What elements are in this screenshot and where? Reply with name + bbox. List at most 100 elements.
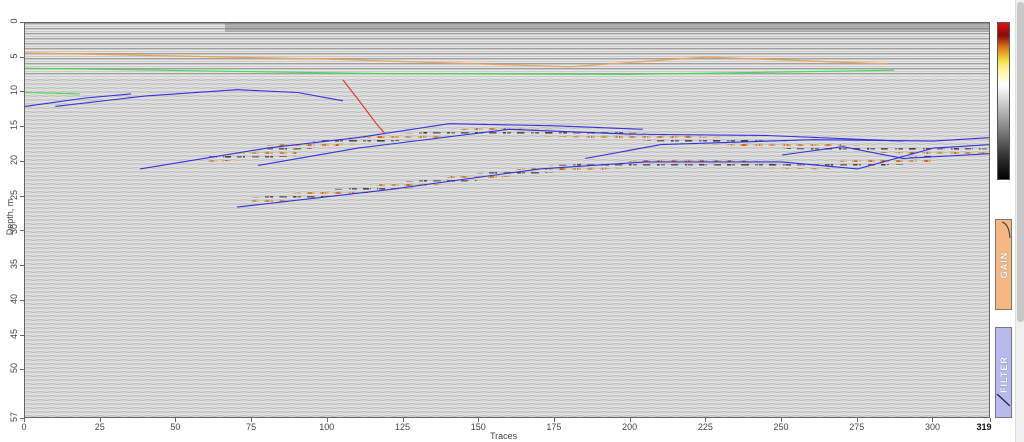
reflector-blob [404, 133, 413, 141]
reflector-blob [270, 150, 279, 158]
horizon-lines [25, 52, 990, 208]
fault-line[interactable] [342, 79, 386, 135]
horizon-line-blue[interactable] [55, 89, 344, 107]
x-tick-mark [24, 418, 25, 422]
reflector-blob [206, 155, 215, 163]
y-tick-mark [20, 369, 24, 371]
background-texture [25, 23, 989, 417]
horizon-line-blue[interactable] [782, 146, 990, 160]
radargram-plot[interactable] [24, 22, 990, 418]
reflector-blob [740, 139, 749, 147]
reflector-blob [497, 128, 506, 136]
reflector-blob [861, 145, 870, 153]
reflector-blob [215, 154, 224, 162]
horizon-line-blue[interactable] [258, 128, 904, 166]
reflector-blob [581, 130, 590, 138]
horizon-line-blue[interactable] [236, 144, 990, 208]
reflector-blob [823, 143, 832, 151]
y-tick-mark [20, 334, 24, 336]
reflector-blob [279, 149, 288, 157]
reflector-blob [349, 137, 358, 145]
reflector-blob [758, 140, 767, 148]
reflector-blob [944, 147, 953, 155]
y-tick-label: 35 [9, 259, 19, 270]
x-tick-label: 125 [395, 422, 411, 432]
x-tick-label: 50 [170, 422, 181, 432]
vertical-scrollbar[interactable] [1015, 0, 1024, 442]
reflector-blob [858, 159, 867, 167]
reflector-blob [516, 128, 525, 136]
amplitude-colorbar[interactable] [997, 22, 1010, 180]
reflector-blob [768, 140, 777, 148]
reflector-blob [600, 131, 609, 139]
reflector-blob [432, 131, 441, 139]
reflector-blob [618, 132, 627, 140]
x-tick-label: 319 [976, 422, 992, 432]
x-tick-label: 300 [924, 422, 940, 432]
reflector-blob [963, 147, 972, 155]
horizon-line-blue[interactable] [140, 123, 643, 170]
reflector-blob [803, 162, 812, 170]
horizon-line-blue[interactable] [585, 137, 990, 160]
horizon-line-orange[interactable] [25, 52, 889, 68]
x-tick-mark [856, 418, 858, 422]
reflector-blob [367, 136, 376, 144]
horizon-line-green[interactable] [25, 91, 80, 95]
reflector-blob [252, 152, 261, 159]
reflector-blob [805, 142, 814, 150]
x-tick-mark [781, 418, 783, 422]
reflector-blob [459, 175, 468, 183]
reflector-blob [609, 131, 618, 139]
y-tick-mark [20, 126, 24, 128]
reflector-blob [833, 144, 842, 152]
reflector-blob [830, 161, 839, 169]
reflector-blob [572, 130, 581, 138]
x-tick-label: 75 [246, 422, 257, 432]
x-tick-mark [99, 418, 101, 422]
reflector-blob [224, 154, 233, 162]
filter-panel[interactable]: FILTER [995, 327, 1012, 418]
y-tick-label: 0 [9, 18, 19, 24]
reflector-blob [352, 186, 361, 194]
reflector-blob [623, 161, 632, 169]
x-tick-label: 150 [470, 422, 486, 432]
scrollbar-thumb[interactable] [1017, 2, 1024, 322]
x-axis-label: Traces [490, 431, 518, 441]
reflector-blob [460, 129, 469, 137]
reflector-blob [693, 136, 702, 144]
reflector-blob [888, 146, 897, 154]
reflector-blob [651, 159, 660, 167]
horizon-line-green[interactable] [25, 67, 895, 75]
reflector-blob [723, 160, 732, 168]
reflector-blob [758, 161, 767, 169]
reflector-blob [637, 133, 646, 141]
reflector-blob [549, 165, 558, 173]
reflector-blob [777, 141, 786, 149]
x-tick-label: 100 [319, 422, 335, 432]
reflector-blob [539, 165, 548, 173]
reflector-blob [233, 153, 242, 161]
gain-panel[interactable]: GAIN [995, 219, 1012, 310]
reflector-blob [953, 147, 962, 155]
reflector-blob [796, 142, 805, 150]
reflector-blob [595, 162, 604, 170]
reflector-blob [702, 137, 711, 145]
reflector-blob [386, 134, 395, 142]
horizon-line-blue[interactable] [25, 93, 132, 107]
reflector-blob [558, 164, 567, 172]
reflector-blob [628, 132, 637, 140]
reflector-blob [530, 166, 539, 174]
x-tick-mark [705, 418, 707, 422]
reflector-blob [786, 141, 795, 149]
x-tick-label: 275 [849, 422, 865, 432]
x-tick-label: 25 [94, 422, 105, 432]
reflector-blob [732, 160, 741, 168]
reflector-blob [414, 132, 423, 140]
reflector-blob [261, 196, 270, 204]
filter-label: FILTER [999, 356, 1009, 393]
reflector-blob [712, 137, 721, 145]
reflector-blob [614, 161, 623, 169]
x-tick-mark [402, 418, 404, 422]
reflector-blob [342, 187, 351, 195]
reflector-blob [361, 186, 370, 194]
